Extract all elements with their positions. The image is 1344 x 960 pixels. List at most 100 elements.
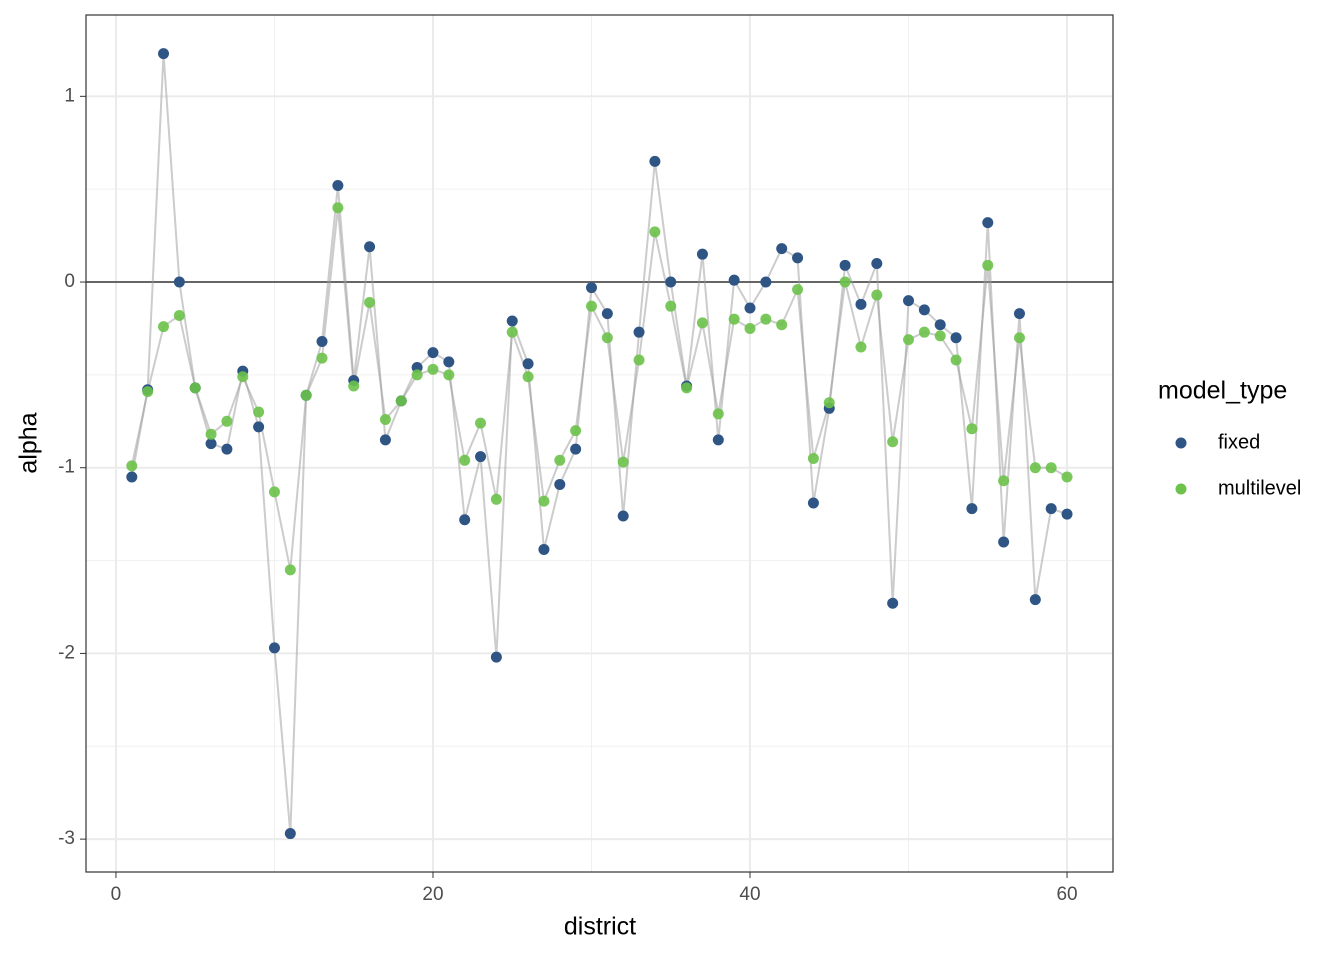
point	[934, 319, 946, 331]
point	[633, 354, 645, 366]
point	[522, 371, 534, 383]
point	[665, 276, 677, 288]
legend-key	[1175, 483, 1187, 495]
point	[173, 309, 185, 321]
point	[268, 642, 280, 654]
point	[1013, 308, 1025, 320]
point	[570, 443, 582, 455]
point	[427, 363, 439, 375]
y-tick-label: 0	[64, 271, 75, 292]
point	[871, 257, 883, 269]
point	[823, 397, 835, 409]
point	[585, 282, 597, 294]
point	[411, 369, 423, 381]
point	[776, 319, 788, 331]
point	[681, 382, 693, 394]
point	[966, 423, 978, 435]
point	[665, 300, 677, 312]
point	[887, 597, 899, 609]
point	[570, 425, 582, 437]
point	[205, 428, 217, 440]
point	[728, 313, 740, 325]
point	[332, 202, 344, 214]
point	[126, 460, 138, 472]
point	[221, 415, 233, 427]
point	[459, 454, 471, 466]
point	[696, 317, 708, 329]
point	[649, 226, 661, 238]
y-tick-label: 1	[64, 85, 75, 106]
point	[934, 330, 946, 342]
point	[490, 651, 502, 663]
point	[427, 347, 439, 359]
point	[918, 304, 930, 316]
point	[855, 298, 867, 310]
point	[918, 326, 930, 338]
point	[998, 536, 1010, 548]
point	[903, 295, 915, 307]
point	[379, 413, 391, 425]
point	[792, 283, 804, 295]
point	[728, 274, 740, 286]
point	[760, 313, 772, 325]
point	[348, 380, 360, 392]
point	[1061, 471, 1073, 483]
point	[617, 456, 629, 468]
point	[1013, 332, 1025, 344]
point	[744, 302, 756, 314]
point	[982, 259, 994, 271]
point	[506, 326, 518, 338]
point	[601, 332, 613, 344]
point	[221, 443, 233, 455]
point	[459, 514, 471, 526]
point	[475, 417, 487, 429]
point	[554, 478, 566, 490]
point	[807, 497, 819, 509]
x-tick-label: 20	[422, 884, 443, 905]
point	[158, 48, 170, 60]
point	[316, 352, 328, 364]
y-tick-label: -2	[58, 642, 75, 663]
point	[253, 406, 265, 418]
point	[237, 371, 249, 383]
point	[126, 471, 138, 483]
point	[189, 382, 201, 394]
point	[696, 248, 708, 260]
point	[158, 321, 170, 333]
point	[744, 322, 756, 334]
x-tick-label: 0	[111, 884, 122, 905]
point	[950, 332, 962, 344]
point	[855, 341, 867, 353]
point	[887, 436, 899, 448]
point	[395, 395, 407, 407]
legend-label: fixed	[1218, 431, 1260, 453]
point	[966, 503, 978, 515]
point	[316, 335, 328, 347]
point	[712, 434, 724, 446]
point	[379, 434, 391, 446]
point	[1045, 503, 1057, 515]
point	[998, 475, 1010, 487]
point	[300, 389, 312, 401]
point	[1061, 508, 1073, 520]
point	[1029, 594, 1041, 606]
point	[173, 276, 185, 288]
point	[776, 243, 788, 255]
point	[633, 326, 645, 338]
x-axis-title: district	[564, 913, 636, 941]
point	[554, 454, 566, 466]
legend-label: multilevel	[1218, 477, 1301, 499]
y-tick-label: -3	[58, 828, 75, 849]
point	[142, 386, 154, 398]
legend-key	[1175, 437, 1187, 449]
x-tick-label: 40	[739, 884, 760, 905]
point	[839, 276, 851, 288]
point	[792, 252, 804, 264]
point	[490, 493, 502, 505]
point	[332, 179, 344, 191]
point	[1029, 462, 1041, 474]
point	[617, 510, 629, 522]
point	[506, 315, 518, 327]
legend-title: model_type	[1158, 377, 1287, 405]
